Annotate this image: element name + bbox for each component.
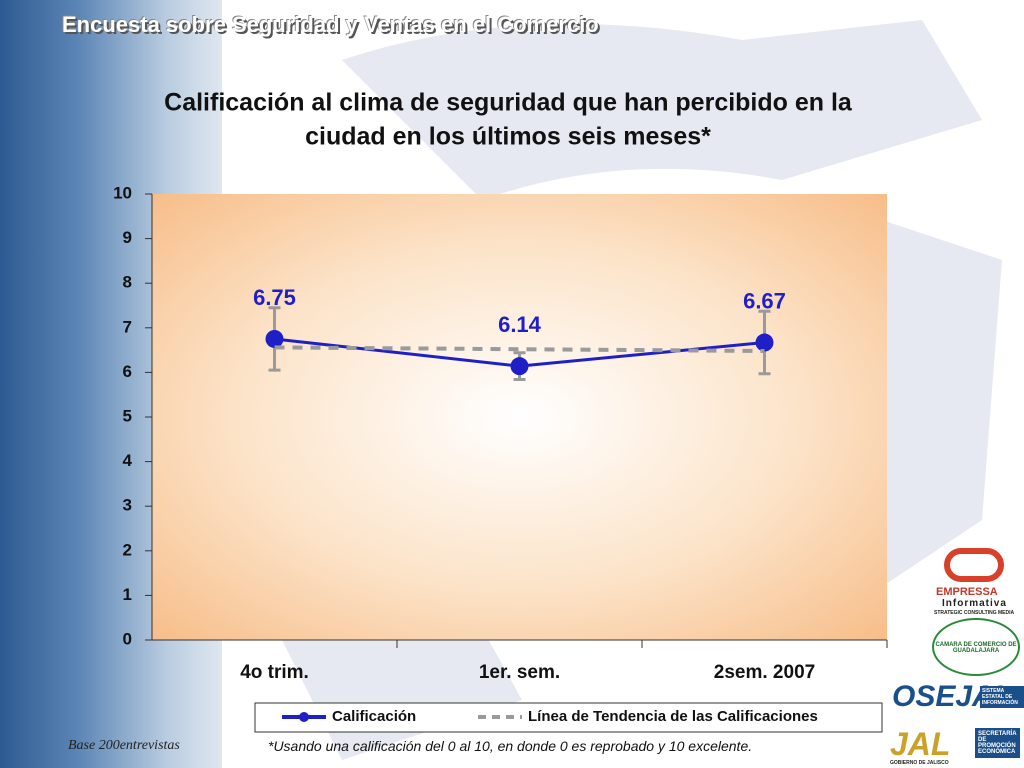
plot-area	[152, 194, 887, 640]
logo-mark	[944, 548, 1004, 582]
chart-title: Calificación al clima de seguridad que h…	[164, 89, 853, 117]
trend-line	[274, 345, 765, 353]
logo-text: EMPRESSA	[936, 586, 998, 598]
y-tick-label: 3	[123, 496, 132, 515]
base-note: Base 200entrevistas	[68, 738, 180, 753]
logo-text: CAMARA DE COMERCIO DE GUADALAJARA	[932, 618, 1020, 676]
data-label: 6.67	[743, 288, 786, 313]
logo-text: SECRETARÍA DE PROMOCIÓN ECONÓMICA	[975, 728, 1020, 758]
header: Encuesta sobre Seguridad y Ventas en el …	[62, 12, 599, 37]
y-tick-label: 0	[123, 629, 132, 648]
legend-label: Línea de Tendencia de las Calificaciones	[528, 708, 818, 725]
y-tick-label: 10	[113, 183, 132, 202]
logo-text: Informativa	[942, 598, 1007, 609]
y-tick-label: 2	[123, 540, 132, 559]
data-label: 6.75	[253, 285, 296, 310]
point	[265, 329, 284, 348]
x-tick-label: 2sem. 2007	[714, 662, 815, 683]
logo-text: STRATEGIC CONSULTING MEDIA	[934, 610, 1015, 616]
y-tick-label: 4	[123, 451, 133, 470]
legend	[254, 702, 883, 733]
x-tick-label: 4o trim.	[240, 662, 309, 683]
point	[510, 357, 529, 376]
y-tick-label: 9	[123, 228, 132, 247]
x-tick-label: 1er. sem.	[479, 662, 560, 683]
y-tick-label: 5	[123, 406, 132, 425]
logo-text: JAL	[890, 726, 951, 762]
y-tick-label: 1	[123, 585, 132, 604]
y-tick-label: 8	[123, 273, 132, 292]
point	[755, 333, 774, 352]
logo-text: SISTEMA ESTATAL DE INFORMACIÓN	[980, 686, 1024, 708]
data-label: 6.14	[498, 312, 542, 337]
logo-text: GOBIERNO DE JALISCO	[890, 760, 949, 766]
y-tick-label: 7	[123, 317, 132, 336]
chart-title: ciudad en los últimos seis meses*	[305, 123, 711, 151]
y-tick-label: 6	[123, 362, 132, 381]
footnote: *Usando una calificación del 0 al 10, en…	[268, 738, 753, 754]
legend-marker	[299, 712, 309, 722]
legend-label: Calificación	[332, 708, 416, 725]
